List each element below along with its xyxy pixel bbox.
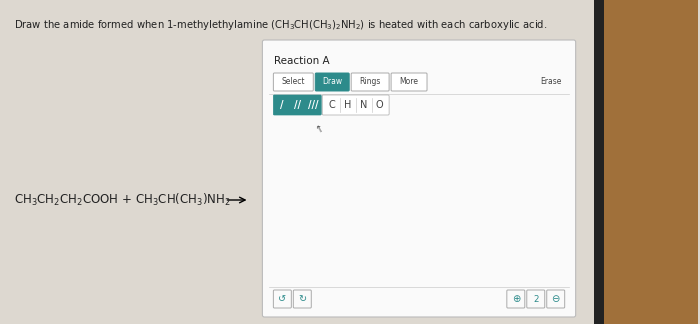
- Text: ↺: ↺: [279, 294, 286, 304]
- Text: Erase: Erase: [540, 77, 561, 87]
- FancyBboxPatch shape: [274, 73, 314, 91]
- Text: Rings: Rings: [360, 77, 381, 87]
- Text: ↻: ↻: [298, 294, 307, 304]
- Text: C: C: [328, 100, 335, 110]
- FancyBboxPatch shape: [351, 73, 389, 91]
- Text: N: N: [360, 100, 368, 110]
- Bar: [603, 0, 699, 324]
- Text: 2: 2: [533, 295, 538, 304]
- Text: CH$_3$CH$_2$CH$_2$COOH + CH$_3$CH(CH$_3$)NH$_2$: CH$_3$CH$_2$CH$_2$COOH + CH$_3$CH(CH$_3$…: [14, 192, 230, 208]
- FancyBboxPatch shape: [507, 290, 525, 308]
- Text: Reaction A: Reaction A: [274, 56, 330, 66]
- FancyBboxPatch shape: [391, 73, 427, 91]
- FancyBboxPatch shape: [274, 95, 321, 115]
- Text: Draw the amide formed when 1-methylethylamine (CH$_3$CH(CH$_3$)$_2$NH$_2$) is he: Draw the amide formed when 1-methylethyl…: [14, 18, 547, 32]
- FancyBboxPatch shape: [547, 290, 565, 308]
- Text: H: H: [344, 100, 351, 110]
- Text: More: More: [400, 77, 419, 87]
- FancyBboxPatch shape: [293, 290, 312, 308]
- Bar: [594, 0, 699, 324]
- Text: //: //: [294, 100, 301, 110]
- FancyBboxPatch shape: [262, 40, 575, 317]
- Text: O: O: [376, 100, 384, 110]
- FancyBboxPatch shape: [274, 290, 291, 308]
- Text: Select: Select: [281, 77, 305, 87]
- Text: ⊖: ⊖: [552, 294, 560, 304]
- Text: ⊕: ⊕: [512, 294, 520, 304]
- Text: Draw: Draw: [322, 77, 342, 87]
- Text: ///: ///: [308, 100, 318, 110]
- FancyBboxPatch shape: [315, 73, 349, 91]
- FancyBboxPatch shape: [322, 95, 389, 115]
- FancyBboxPatch shape: [527, 290, 545, 308]
- Text: ↑: ↑: [314, 122, 326, 135]
- Text: /: /: [279, 100, 283, 110]
